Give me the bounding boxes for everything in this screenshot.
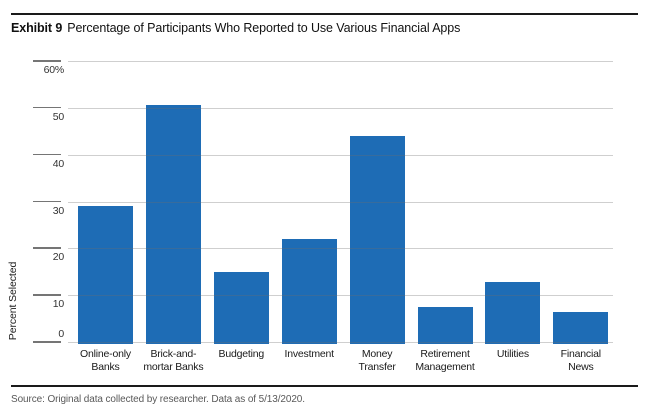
gridline-10 bbox=[68, 295, 613, 297]
tick-0 bbox=[33, 341, 61, 343]
tick-label-10: 10 bbox=[52, 298, 64, 311]
exhibit-title: Exhibit 9 Percentage of Participants Who … bbox=[11, 21, 460, 35]
tick-label-30: 30 bbox=[52, 204, 64, 217]
tick-label-40: 40 bbox=[52, 157, 64, 170]
category-label-retirement-management: Retirement Management bbox=[415, 348, 475, 373]
bottom-rule bbox=[11, 385, 638, 387]
tick-label-0: 0 bbox=[58, 328, 64, 340]
tick-30 bbox=[33, 200, 61, 202]
gridline-60 bbox=[68, 61, 613, 62]
bar-retirement-management bbox=[417, 306, 473, 344]
tick-60 bbox=[33, 60, 61, 62]
gridline-40 bbox=[68, 154, 613, 156]
tick-50 bbox=[33, 106, 61, 109]
tick-10 bbox=[33, 294, 61, 296]
gridline-30 bbox=[68, 201, 613, 203]
category-label-money-transfer: Money Transfer bbox=[358, 348, 396, 373]
bar-brick-and-mortar-banks bbox=[145, 105, 201, 344]
tick-label-20: 20 bbox=[52, 251, 64, 264]
category-label-budgeting: Budgeting bbox=[218, 348, 265, 360]
bar-budgeting bbox=[213, 271, 269, 344]
bar-online-only-banks bbox=[78, 206, 133, 344]
category-label-online-only-banks: Online-only Banks bbox=[80, 348, 131, 373]
tick-label-60: 60% bbox=[43, 64, 65, 76]
bar-financial-news bbox=[553, 312, 609, 344]
exhibit-title-text: Percentage of Participants Who Reported … bbox=[67, 21, 461, 35]
category-label-brick-and-mortar-banks: Brick-and-mortar Banks bbox=[143, 348, 204, 373]
category-label-utilities: Utilities bbox=[496, 348, 529, 360]
top-rule bbox=[11, 13, 638, 15]
y-axis-title: Percent Selected bbox=[7, 261, 19, 341]
bar-utilities bbox=[485, 282, 541, 344]
tick-20 bbox=[33, 247, 61, 249]
gridline-50 bbox=[68, 107, 613, 109]
category-label-investment: Investment bbox=[284, 348, 335, 360]
gridline-0 bbox=[68, 342, 613, 343]
exhibit-label: Exhibit 9 bbox=[11, 21, 63, 35]
source-text: Source: Original data collected by resea… bbox=[11, 394, 305, 405]
bar-investment bbox=[281, 238, 337, 344]
tick-label-50: 50 bbox=[52, 110, 64, 123]
bar-money-transfer bbox=[349, 135, 405, 344]
category-label-financial-news: Financial News bbox=[560, 348, 601, 373]
tick-40 bbox=[33, 153, 61, 156]
gridline-20 bbox=[68, 248, 613, 250]
